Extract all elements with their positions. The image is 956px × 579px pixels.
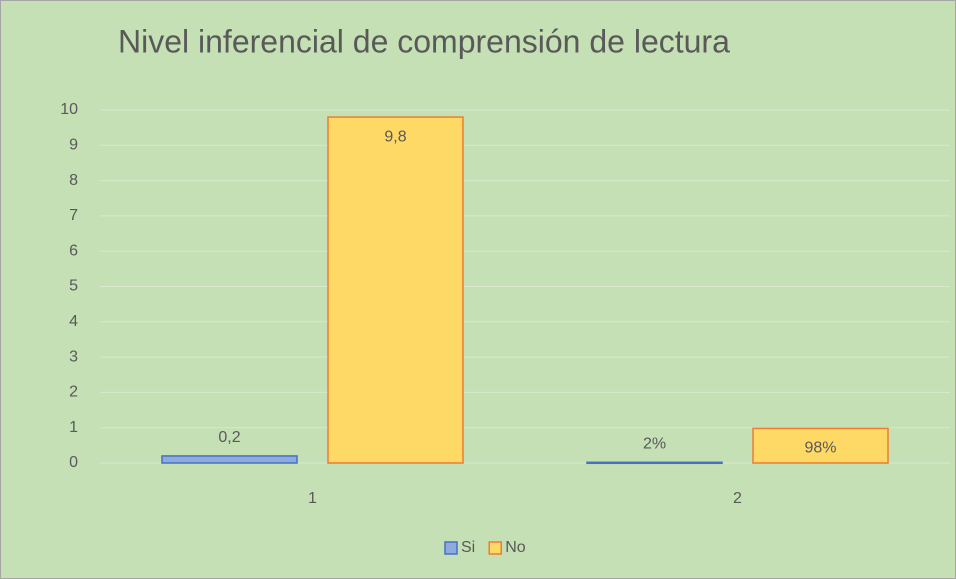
y-tick-label: 5 bbox=[69, 278, 78, 295]
y-tick-label: 10 bbox=[60, 101, 78, 118]
y-tick-label: 0 bbox=[69, 454, 78, 471]
y-tick-label: 6 bbox=[69, 242, 78, 259]
y-tick-label: 2 bbox=[69, 384, 78, 401]
chart-title: Nivel inferencial de comprensión de lect… bbox=[118, 23, 730, 59]
legend-swatch bbox=[488, 541, 502, 555]
legend-swatch bbox=[444, 541, 458, 555]
y-tick-label: 3 bbox=[69, 348, 78, 365]
y-tick-label: 9 bbox=[69, 137, 78, 154]
y-tick-label: 1 bbox=[69, 419, 78, 436]
y-tick-label: 4 bbox=[69, 313, 78, 330]
bar bbox=[161, 455, 298, 464]
bar bbox=[586, 461, 723, 465]
y-tick-label: 7 bbox=[69, 207, 78, 224]
x-tick-label: 1 bbox=[308, 490, 317, 507]
legend-label: No bbox=[505, 539, 526, 556]
x-tick-label: 2 bbox=[733, 490, 742, 507]
legend-label: Si bbox=[461, 539, 475, 556]
data-label: 2% bbox=[643, 436, 666, 453]
data-label: 0,2 bbox=[218, 429, 240, 446]
bar bbox=[752, 427, 889, 464]
data-label: 9,8 bbox=[384, 128, 406, 145]
y-tick-label: 8 bbox=[69, 172, 78, 189]
data-label: 98% bbox=[804, 440, 836, 457]
bar bbox=[327, 116, 464, 464]
